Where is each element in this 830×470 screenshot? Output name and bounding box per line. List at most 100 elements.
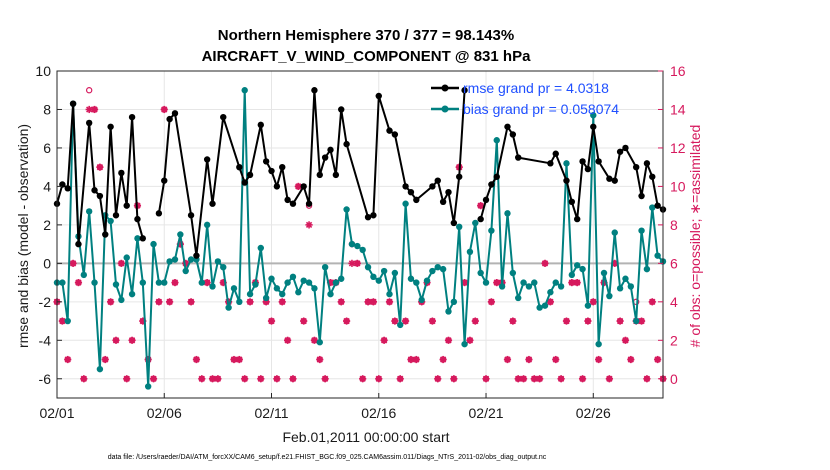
bias-point	[236, 298, 243, 306]
bias-point	[112, 281, 120, 288]
bias-point	[595, 340, 602, 348]
bias-point	[547, 289, 554, 296]
rmse-point	[75, 240, 82, 248]
rmse-point	[123, 202, 130, 209]
bias-point	[493, 137, 500, 144]
rmse-point	[616, 148, 624, 155]
x-axis-label: Feb.01,2011 00:00:00 start	[282, 429, 449, 445]
bias-point	[418, 296, 425, 304]
y2-tick-label: 2	[670, 332, 678, 348]
bias-point	[573, 262, 581, 269]
rmse-point	[456, 173, 463, 180]
bias-point	[536, 304, 543, 311]
y-tick-label: 8	[43, 101, 51, 117]
bias-point	[316, 339, 323, 346]
obs-assimilated-marker	[595, 355, 603, 364]
bias-point	[262, 294, 270, 302]
bias-point	[338, 275, 345, 282]
bias-point	[472, 219, 479, 227]
obs-assimilated-marker	[439, 355, 447, 364]
rmse-point	[236, 163, 243, 171]
y-tick-label: 0	[43, 255, 51, 271]
obs-assimilated-marker	[621, 336, 630, 344]
rmse-point	[246, 171, 254, 179]
obs-assimilated-marker	[434, 375, 442, 383]
obs-assimilated-marker	[503, 355, 512, 364]
bias-point	[241, 87, 248, 94]
rmse-line	[479, 125, 664, 221]
obs-assimilated-marker	[546, 298, 554, 306]
rmse-point	[563, 177, 570, 184]
rmse-point	[488, 181, 495, 188]
obs-assimilated-marker	[353, 259, 361, 267]
obs-assimilated-marker	[428, 317, 436, 325]
rmse-point	[161, 177, 168, 184]
obs-assimilated-marker	[316, 355, 324, 364]
tick-labels: 02/01 02/06 02/11 02/16 02/21 02/26 -6 -4 -2 0 2 4 6…	[35, 63, 685, 421]
y-tick-label: 4	[43, 178, 51, 194]
bias-point	[627, 283, 635, 290]
rmse-point	[584, 165, 592, 173]
rmse-point	[573, 215, 581, 223]
y2-tick-label: 14	[670, 101, 686, 117]
x-tick-label: 02/11	[255, 405, 289, 421]
rmse-point	[273, 183, 281, 190]
plot-area	[56, 70, 664, 399]
obs-assimilated-marker	[589, 298, 597, 306]
obs-assimilated-marker	[117, 259, 125, 267]
obs-assimilated-marker	[192, 355, 201, 364]
bias-point	[423, 277, 431, 284]
rmse-point	[515, 154, 522, 161]
obs-assimilated-marker	[466, 336, 474, 344]
bias-point	[391, 269, 399, 277]
bias-point	[563, 160, 570, 167]
bias-point	[343, 206, 350, 213]
bias-point	[466, 248, 474, 256]
rmse-point	[316, 171, 323, 179]
obs-assimilated-marker	[214, 375, 222, 383]
bias-point	[273, 285, 281, 292]
rmse-point	[279, 163, 286, 171]
bias-point	[252, 281, 259, 288]
obs-assimilated-marker	[123, 375, 131, 383]
obs-assimilated-marker	[519, 375, 528, 383]
bias-point	[557, 283, 565, 290]
obs-assimilated-marker	[149, 375, 158, 383]
obs-assimilated-marker	[96, 163, 104, 171]
rmse-point	[638, 192, 645, 200]
rmse-point	[220, 113, 227, 121]
obs-assimilated-marker	[605, 375, 613, 383]
rmse-series	[53, 87, 667, 259]
obs-assimilated-marker	[64, 355, 72, 364]
obs-assimilated-marker	[278, 298, 286, 306]
bias-point	[107, 217, 114, 225]
rmse-line	[157, 89, 466, 257]
bias-point	[504, 210, 511, 217]
bias-point	[380, 267, 388, 275]
bias-point	[520, 279, 527, 286]
bias-point	[482, 279, 490, 286]
obs-assimilated-marker	[375, 375, 383, 383]
obs-assimilated-marker	[391, 317, 399, 325]
rmse-point	[187, 212, 195, 219]
bias-point	[214, 258, 222, 265]
obs-assimilated-marker	[160, 105, 168, 114]
rmse-point	[643, 160, 651, 167]
rmse-point	[343, 140, 350, 148]
x-tick-label: 02/06	[147, 405, 182, 421]
obs-assimilated-marker	[487, 298, 495, 306]
rmse-point	[171, 110, 179, 117]
rmse-point	[96, 192, 104, 200]
obs-assimilated-marker	[627, 355, 635, 364]
bias-point	[225, 304, 232, 311]
rmse-point	[112, 212, 120, 219]
bias-point	[590, 112, 597, 119]
bias-point	[616, 285, 624, 292]
rmse-point	[375, 92, 382, 100]
obs-assimilated-marker	[310, 336, 319, 344]
bias-point	[246, 290, 254, 298]
chart-title: Northern Hemisphere 370 / 377 = 98.143%	[218, 27, 514, 44]
obs-assimilated-marker	[246, 298, 254, 306]
y2-tick-label: 4	[670, 294, 678, 310]
